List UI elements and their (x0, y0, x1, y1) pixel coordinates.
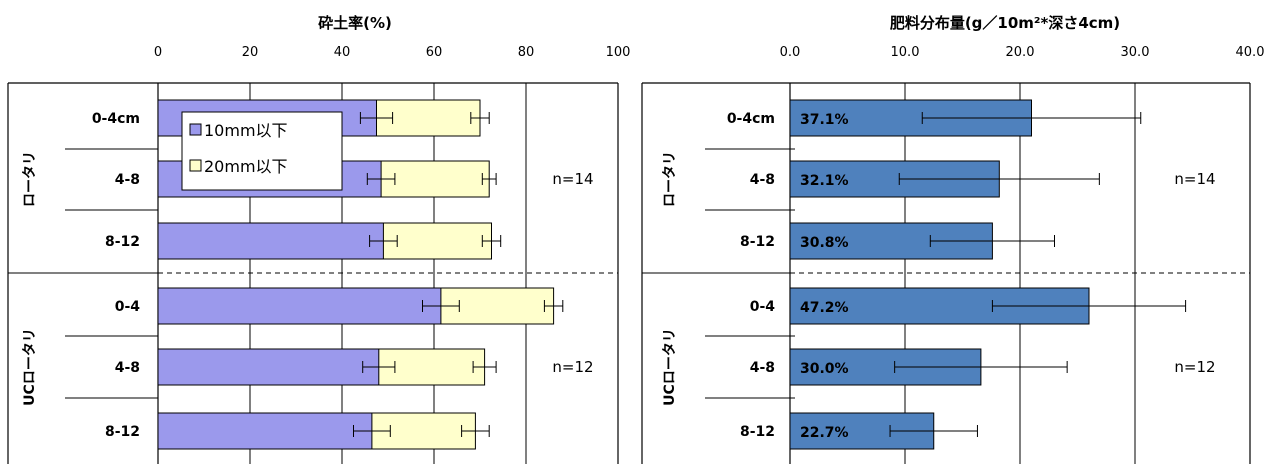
chart1-bar (157, 287, 442, 325)
chart1-tick-label: 60 (426, 45, 443, 60)
chart2-group-label: ロータリ (662, 151, 678, 207)
chart1-group-label: ロータリ (22, 151, 38, 207)
chart1-row-label: 0-4cm (92, 111, 140, 127)
chart1-bar (157, 348, 380, 386)
chart1-row-label: 8-12 (105, 424, 140, 440)
chart1-title: 砕土率(%) (318, 14, 392, 32)
chart2-row-label: 8-12 (740, 234, 775, 250)
chart2-row-label: 4-8 (750, 360, 775, 376)
chart2-data-label: 37.1% (800, 112, 849, 128)
chart1-tick-label: 80 (518, 45, 535, 60)
chart2-row-label: 0-4cm (727, 111, 775, 127)
chart1-n-label: n=14 (552, 170, 593, 188)
chart1-row-label: 4-8 (115, 172, 140, 188)
chart1-row-label: 4-8 (115, 360, 140, 376)
chart1-tick-label: 20 (242, 45, 259, 60)
chart1-bar (157, 222, 384, 260)
chart2-data-label: 32.1% (800, 173, 849, 189)
chart1-legend-label: 20mm以下 (204, 157, 288, 176)
chart1-n-label: n=12 (552, 358, 593, 376)
chart2-group-label: UCロータリ (662, 328, 678, 406)
chart1-row-label: 8-12 (105, 234, 140, 250)
chart2-data-label: 30.0% (800, 361, 849, 377)
chart1-tick-label: 100 (606, 45, 631, 60)
chart2-row-label: 8-12 (740, 424, 775, 440)
chart1-legend-swatch (189, 123, 202, 136)
chart1-bar (157, 412, 373, 450)
chart1-row-label: 0-4 (115, 299, 141, 315)
chart1-group: 0 20 40 60 80 100 砕土率(%) ロータリ n=14 0-4cm 4-8 8-12 UC… (7, 14, 631, 464)
chart1-legend-swatch (189, 159, 202, 172)
chart2-group: 0.0 10.0 20.0 30.0 40.0 肥料分布量(g／10m²*深さ4cm) ロー… (641, 14, 1265, 464)
chart2-tick-label: 40.0 (1236, 45, 1265, 60)
chart2-row-label: 4-8 (750, 172, 775, 188)
chart2-tick-label: 10.0 (891, 45, 920, 60)
chart2-n-label: n=12 (1174, 358, 1215, 376)
chart1-tick-label: 0 (154, 45, 162, 60)
chart1-tick-label: 40 (334, 45, 351, 60)
chart2-row-label: 0-4 (750, 299, 776, 315)
chart2-n-label: n=14 (1174, 170, 1215, 188)
chart1-legend-label: 10mm以下 (204, 121, 288, 140)
chart2-tick-label: 20.0 (1006, 45, 1035, 60)
chart2-title: 肥料分布量(g／10m²*深さ4cm) (890, 14, 1120, 32)
chart1-legend (181, 111, 343, 191)
chart2-tick-label: 30.0 (1121, 45, 1150, 60)
chart2-data-label: 30.8% (800, 235, 849, 251)
chart2-tick-label: 0.0 (780, 45, 801, 60)
chart1-group-label: UCロータリ (22, 328, 38, 406)
chart2-data-label: 47.2% (800, 300, 849, 316)
chart2-data-label: 22.7% (800, 425, 849, 441)
